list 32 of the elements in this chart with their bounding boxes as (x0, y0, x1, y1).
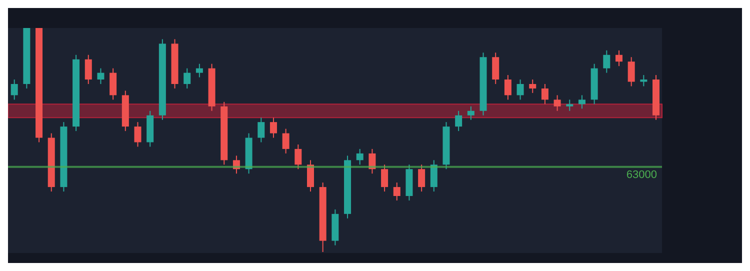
candlestick (294, 144, 302, 170)
candlestick (381, 164, 388, 192)
candlestick (134, 122, 142, 148)
candlestick (640, 74, 648, 87)
candlestick (504, 74, 512, 100)
candlestick (455, 110, 462, 132)
candlestick (578, 94, 586, 110)
candlestick (270, 117, 277, 138)
candlestick (393, 182, 400, 201)
candlestick (516, 79, 524, 100)
candlestick (97, 68, 104, 84)
candlestick (566, 99, 574, 112)
candlestick (258, 117, 265, 143)
candlestick (307, 160, 314, 192)
candlestick (554, 94, 561, 112)
candlestick (418, 164, 426, 192)
annotation: 63000 (626, 168, 657, 181)
candlestick (529, 79, 536, 94)
candlestick (84, 54, 92, 84)
candlestick (492, 52, 500, 84)
candlestick (467, 106, 474, 120)
candlestick (615, 50, 622, 67)
candlestick (184, 68, 191, 89)
candlestick (628, 56, 635, 87)
candlestick (282, 128, 290, 154)
candlestick (196, 63, 203, 78)
candlestick (356, 148, 364, 166)
candlestick (603, 50, 610, 74)
candlestick (430, 160, 438, 192)
candlestick (10, 79, 18, 100)
candlestick (541, 84, 548, 105)
candlestick (110, 68, 117, 100)
